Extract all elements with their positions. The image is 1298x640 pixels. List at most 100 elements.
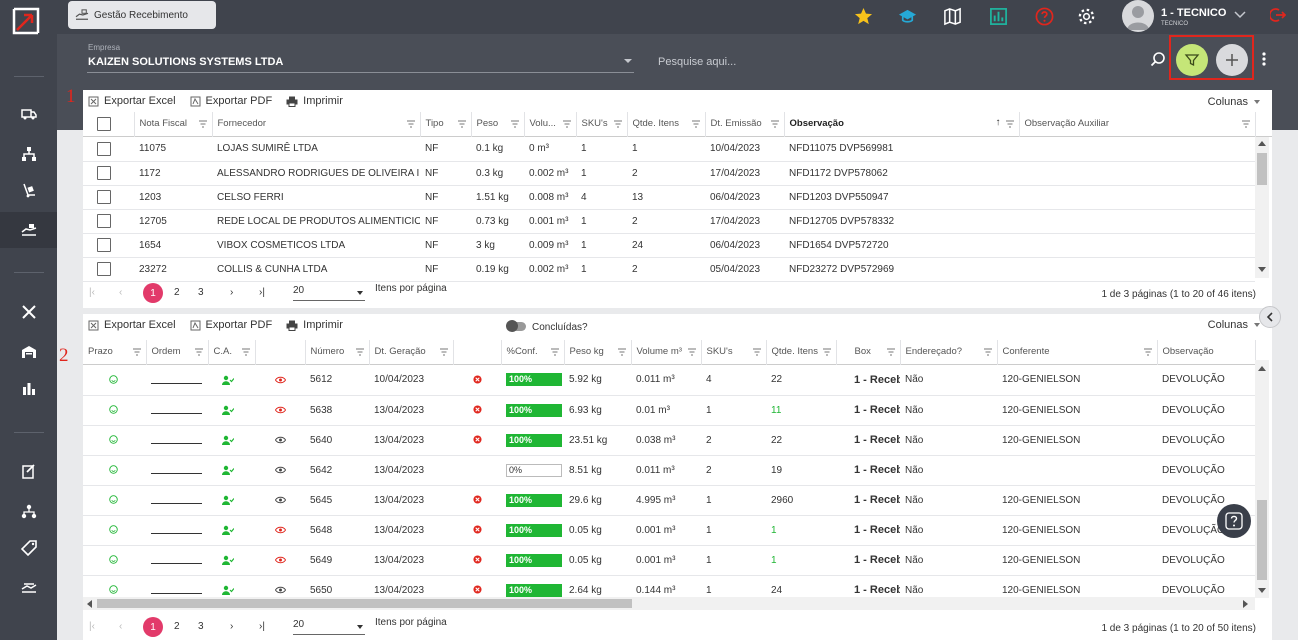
sidebar-item-dolly[interactable]: [0, 172, 57, 208]
training-button[interactable]: [895, 4, 919, 28]
column-filter-icon[interactable]: [1241, 120, 1250, 128]
cell-ordem[interactable]: [146, 455, 208, 486]
sidebar-item-tag[interactable]: [0, 530, 57, 566]
row-checkbox[interactable]: [97, 262, 111, 276]
first-page-button[interactable]: |‹: [89, 621, 95, 632]
col-conf[interactable]: %Conf.: [501, 340, 565, 364]
prev-page-button[interactable]: ‹: [119, 621, 123, 632]
table-row[interactable]: 1203 CELSO FERRI NF 1.51 kg 0.008 m³ 4 13 06/04…: [83, 185, 1255, 210]
ordem-input[interactable]: [151, 413, 202, 415]
page-2-button[interactable]: 2: [174, 621, 180, 632]
filter-button[interactable]: [1176, 44, 1208, 76]
row-checkbox[interactable]: [97, 214, 111, 228]
column-filter-icon[interactable]: [132, 348, 141, 356]
col-peso-kg[interactable]: Peso kg: [564, 340, 632, 364]
ordem-input[interactable]: [151, 593, 202, 595]
eye-icon[interactable]: [275, 556, 286, 564]
cell-ordem[interactable]: [146, 425, 208, 456]
column-filter-icon[interactable]: [752, 348, 761, 356]
table-row[interactable]: 1654 VIBOX COSMETICOS LTDA NF 3 kg 0.009 m³ 1…: [83, 233, 1255, 258]
ordem-input[interactable]: [151, 473, 202, 475]
export-excel-button[interactable]: Exportar Excel: [88, 95, 176, 107]
scroll-up-arrow[interactable]: [1258, 141, 1266, 146]
next-page-button[interactable]: ›: [230, 287, 234, 298]
add-button[interactable]: [1216, 44, 1248, 76]
col-volume-m3[interactable]: Volume m³: [631, 340, 702, 364]
user-check-icon[interactable]: [222, 555, 234, 565]
table-row[interactable]: 5638 13/04/2023 100% 6.93 kg 0.01 m³ 1 11 1 - R…: [83, 395, 1255, 426]
panel1-scroll-thumb[interactable]: [1257, 153, 1267, 185]
col-visualizar[interactable]: [255, 340, 306, 364]
col-nota-fiscal[interactable]: Nota Fiscal: [134, 112, 213, 136]
table-row[interactable]: 5612 10/04/2023 100% 5.92 kg 0.011 m³ 4 22 1 - …: [83, 365, 1255, 396]
chevron-down-icon[interactable]: [1233, 8, 1247, 22]
col-fornecedor[interactable]: Fornecedor: [212, 112, 421, 136]
col-box[interactable]: Box: [836, 340, 901, 364]
column-filter-icon[interactable]: [355, 348, 364, 356]
column-filter-icon[interactable]: [241, 348, 250, 356]
column-filter-icon[interactable]: [562, 120, 571, 128]
eye-icon[interactable]: [275, 586, 286, 594]
col-enderecado[interactable]: Endereçado?: [900, 340, 998, 364]
col-dt-emissao[interactable]: Dt. Emissão: [705, 112, 785, 136]
col-tipo[interactable]: Tipo: [420, 112, 472, 136]
column-filter-icon[interactable]: [617, 348, 626, 356]
user-check-icon[interactable]: [222, 525, 234, 535]
table-row[interactable]: 5642 13/04/2023 0% 8.51 kg 0.011 m³ 2 19 1 - Re…: [83, 455, 1255, 486]
cell-ordem[interactable]: [146, 365, 208, 396]
sidebar-item-network[interactable]: [0, 136, 57, 172]
scroll-down-arrow[interactable]: [1258, 588, 1266, 593]
user-check-icon[interactable]: [222, 585, 234, 595]
col-volume[interactable]: Volu...: [524, 112, 577, 136]
sidebar-item-shipping[interactable]: [0, 568, 57, 604]
cell-ordem[interactable]: [146, 485, 208, 516]
user-check-icon[interactable]: [222, 495, 234, 505]
help-button[interactable]: [1032, 4, 1056, 28]
eye-icon[interactable]: [275, 376, 286, 384]
sidebar-item-hierarchy[interactable]: [0, 494, 57, 530]
logo-icon[interactable]: [10, 5, 42, 37]
table-row[interactable]: 5649 13/04/2023 100% 0.05 kg 0.001 m³ 1 1 1 - R…: [83, 545, 1255, 576]
col-status[interactable]: [453, 340, 502, 364]
panel2-hscroll-thumb[interactable]: [97, 599, 632, 608]
last-page-button[interactable]: ›|: [259, 287, 265, 298]
column-filter-icon[interactable]: [691, 120, 700, 128]
scroll-down-arrow[interactable]: [1258, 267, 1266, 272]
table-row[interactable]: 5640 13/04/2023 100% 23.51 kg 0.038 m³ 2 22 1 -…: [83, 425, 1255, 456]
column-filter-icon[interactable]: [198, 120, 207, 128]
column-filter-icon[interactable]: [770, 120, 779, 128]
eye-icon[interactable]: [275, 466, 286, 474]
dashboard-button[interactable]: [986, 4, 1010, 28]
panel2-scroll-thumb[interactable]: [1257, 500, 1267, 580]
table-row[interactable]: 23272 COLLIS & CUNHA LTDA NF 0.19 kg 0.002 m…: [83, 257, 1255, 282]
col-qtde-itens[interactable]: Qtde. Itens: [766, 340, 837, 364]
table-row[interactable]: 5645 13/04/2023 100% 29.6 kg 4.995 m³ 1 2960 1 …: [83, 485, 1255, 516]
column-filter-icon[interactable]: [439, 348, 448, 356]
row-checkbox[interactable]: [97, 166, 111, 180]
panel2-vertical-scrollbar[interactable]: [1255, 360, 1269, 598]
row-checkbox[interactable]: [97, 238, 111, 252]
scroll-right-arrow[interactable]: [1243, 600, 1248, 608]
page-2-button[interactable]: 2: [174, 287, 180, 298]
table-row[interactable]: 12705 REDE LOCAL DE PRODUTOS ALIMENTICIOS…: [83, 209, 1255, 234]
col-peso[interactable]: Peso: [471, 112, 525, 136]
select-all-checkbox[interactable]: [97, 116, 111, 131]
eye-icon[interactable]: [275, 406, 286, 414]
empresa-dropdown-arrow[interactable]: [624, 59, 632, 63]
logout-icon[interactable]: [1270, 7, 1286, 23]
page-1-button[interactable]: 1: [143, 617, 163, 637]
table-row[interactable]: 11075 LOJAS SUMIRÊ LTDA NF 0.1 kg 0 m³ 1 1 10/0…: [83, 137, 1255, 162]
sidebar-item-receiving[interactable]: [0, 212, 57, 248]
prev-page-button[interactable]: ‹: [119, 287, 123, 298]
print-button[interactable]: Imprimir: [286, 95, 343, 107]
page-3-button[interactable]: 3: [198, 287, 204, 298]
page-3-button[interactable]: 3: [198, 621, 204, 632]
col-observacao[interactable]: Observação ↑: [784, 112, 1020, 136]
col-skus[interactable]: SKU's: [576, 112, 628, 136]
col-observacao[interactable]: Observação: [1157, 340, 1256, 364]
col-numero[interactable]: Número: [305, 340, 370, 364]
column-filter-icon[interactable]: [886, 348, 895, 356]
column-filter-icon[interactable]: [687, 348, 696, 356]
ordem-input[interactable]: [151, 533, 202, 535]
columns-button[interactable]: Colunas: [1208, 96, 1260, 108]
